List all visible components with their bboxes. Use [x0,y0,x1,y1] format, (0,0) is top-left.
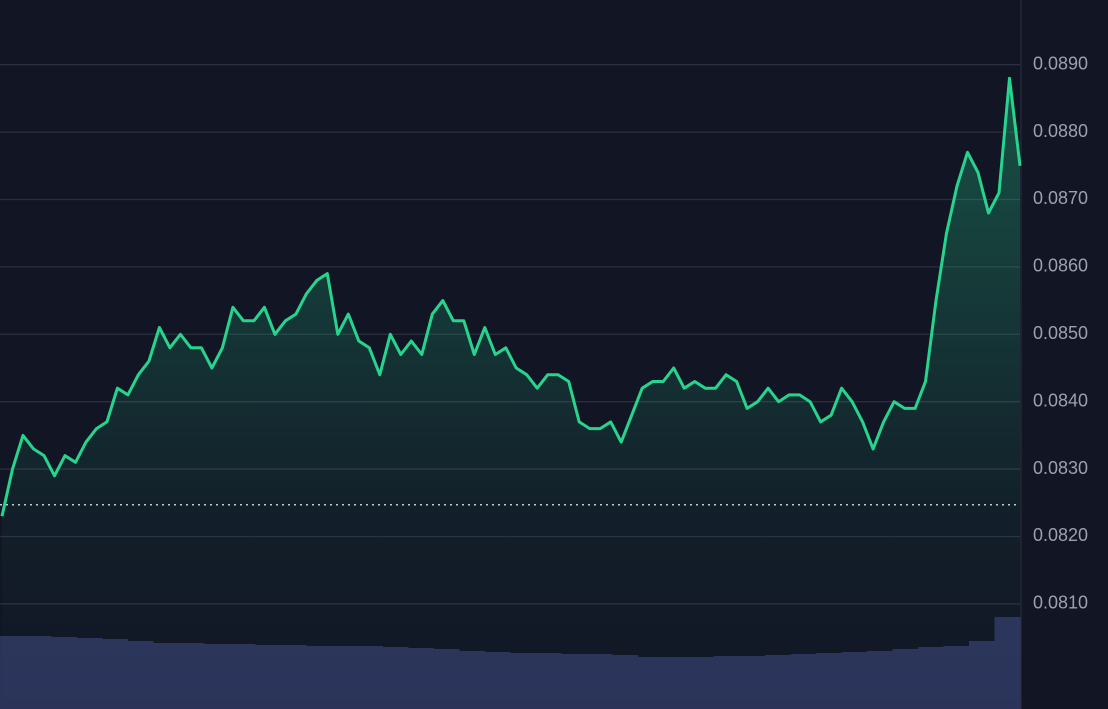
y-tick-label: 0.0880 [1033,121,1088,141]
y-tick-label: 0.0890 [1033,53,1088,73]
y-tick-label: 0.0860 [1033,256,1088,276]
y-tick-label: 0.0830 [1033,458,1088,478]
y-tick-label: 0.0820 [1033,525,1088,545]
area [2,78,1020,709]
y-tick-label: 0.0840 [1033,390,1088,410]
price-line [0,76,1022,517]
y-tick-label: 0.0810 [1033,593,1088,613]
y-tick-label: 0.0870 [1033,188,1088,208]
y-tick-label: 0.0850 [1033,323,1088,343]
